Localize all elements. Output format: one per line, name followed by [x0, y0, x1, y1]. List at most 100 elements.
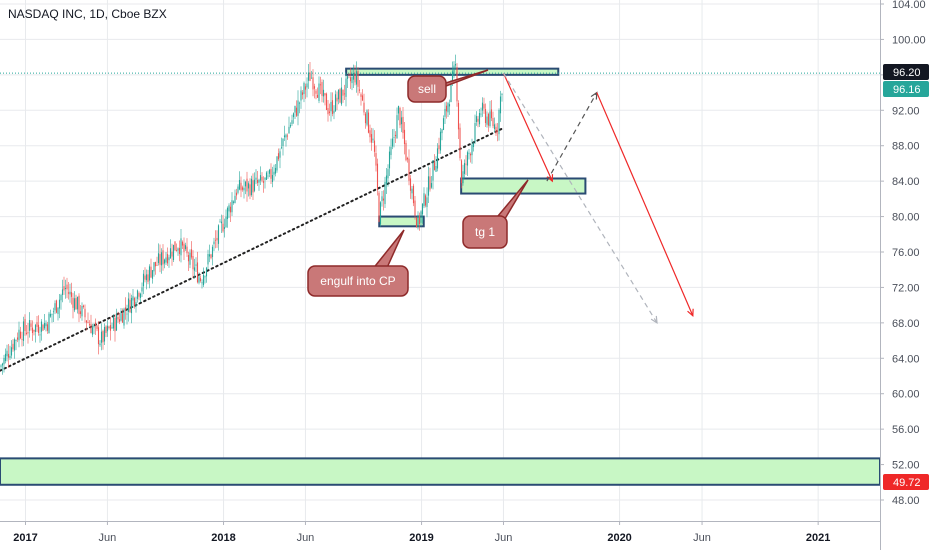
arrow-head — [687, 308, 694, 318]
candle-body — [225, 216, 227, 227]
candle-body — [60, 295, 62, 301]
candle-body — [360, 94, 362, 97]
price-tick-label: 48.00 — [892, 495, 920, 507]
candle-body — [175, 250, 178, 251]
price-tick-label: 60.00 — [892, 389, 920, 401]
support-trendline — [0, 127, 505, 372]
candle-body — [448, 104, 451, 107]
time-tick-label: 2019 — [409, 532, 433, 544]
candle-body — [282, 138, 284, 147]
candle-body — [190, 249, 193, 258]
candle-body — [49, 313, 52, 317]
candle-body — [231, 200, 233, 213]
candle-body — [177, 248, 179, 251]
candle-body — [480, 113, 482, 115]
candlesticks — [0, 54, 503, 375]
candle-body — [202, 274, 205, 286]
candle-body — [120, 313, 122, 321]
candle-body — [124, 307, 127, 311]
time-axis[interactable]: 2017 Jun 2018 Jun 2019 Jun 2020 Jun 2021 — [13, 521, 830, 544]
candle-body — [90, 323, 92, 334]
candle-body — [393, 137, 395, 138]
candle-body — [18, 329, 20, 341]
candle-body — [402, 116, 404, 133]
candle-body — [46, 324, 49, 331]
candle-body — [366, 110, 368, 125]
candle-body — [165, 257, 167, 263]
candle-body — [268, 169, 271, 174]
price-tick-label: 104.00 — [892, 0, 926, 11]
candle-body — [459, 127, 461, 159]
price-badge — [883, 64, 929, 80]
candle-body — [412, 185, 415, 204]
candle-body — [418, 215, 421, 224]
candle-body — [162, 250, 164, 265]
candle-body — [294, 105, 296, 113]
candle-body — [237, 186, 239, 193]
candle-body — [297, 100, 299, 116]
candle-body — [337, 89, 340, 100]
projection-arrow — [502, 72, 658, 324]
candle-body — [330, 101, 332, 112]
candle-body — [261, 176, 263, 181]
candle-body — [84, 308, 86, 318]
candle-body — [262, 181, 265, 183]
candle-body — [210, 254, 212, 259]
candle-body — [376, 163, 379, 191]
arrow-head — [590, 91, 598, 100]
candle-body — [127, 298, 130, 312]
candle-body — [361, 95, 364, 101]
candle-body — [196, 262, 199, 283]
candle-body — [195, 264, 197, 266]
candle-body — [19, 331, 22, 339]
candle-body — [36, 322, 38, 327]
candle-body — [379, 202, 382, 225]
candle-body — [115, 314, 118, 331]
candle-body — [7, 353, 10, 358]
candle-body — [442, 118, 445, 130]
time-tick-label: Jun — [693, 532, 711, 544]
candle-body — [220, 221, 223, 224]
candle-body — [387, 169, 389, 179]
candle-body — [232, 201, 235, 203]
candle-body — [93, 325, 95, 328]
candle-body — [100, 331, 103, 343]
time-tick-label: Jun — [99, 532, 117, 544]
candle-body — [238, 179, 241, 190]
callout-box — [407, 75, 447, 103]
price-tick-label: 68.00 — [892, 318, 920, 330]
candle-body — [130, 297, 133, 314]
lines-layer — [0, 72, 880, 372]
candle-body — [463, 163, 466, 174]
candle-body — [138, 292, 140, 297]
candle-body — [285, 134, 287, 138]
candle-body — [496, 130, 499, 132]
candle-body — [118, 319, 121, 322]
candle-body — [153, 262, 155, 272]
candle-body — [136, 290, 139, 299]
candle-body — [327, 108, 329, 115]
candle-body — [493, 124, 496, 129]
candle-body — [172, 244, 175, 261]
candle-body — [114, 317, 116, 332]
candle-body — [432, 160, 434, 181]
candle-body — [205, 267, 208, 277]
candle-body — [150, 266, 152, 278]
candle-body — [126, 313, 128, 315]
candle-body — [460, 160, 463, 184]
candle-body — [390, 146, 392, 156]
candle-body — [135, 301, 137, 307]
callout-label: tg 1 — [475, 225, 495, 239]
candle-body — [75, 298, 77, 310]
candle-body — [147, 274, 149, 282]
candle-body — [279, 151, 281, 158]
candle-body — [420, 211, 422, 223]
time-tick-label: 2018 — [211, 532, 235, 544]
price-axis[interactable]: 48.00 52.00 56.00 60.00 64.00 68.00 72.00 76.00… — [880, 0, 926, 507]
candle-body — [292, 113, 295, 118]
price-tick-label: 80.00 — [892, 212, 920, 224]
candle-body — [207, 253, 209, 265]
candle-body — [226, 207, 229, 220]
candle-body — [310, 77, 313, 79]
